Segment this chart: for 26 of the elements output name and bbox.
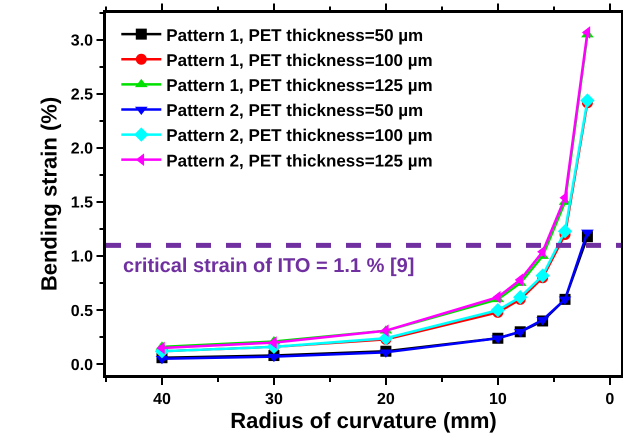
legend-label: Pattern 1, PET thickness=100 µm [166,50,433,70]
legend-label: Pattern 2, PET thickness=50 µm [166,101,424,120]
y-tick-label: 2.5 [70,86,94,104]
x-tick-label: 30 [265,390,283,408]
x-tick-label: 20 [376,390,395,408]
x-tick-label: 0 [605,390,614,408]
point [558,224,572,238]
y-tick-label: 2.0 [70,140,94,158]
legend-label: Pattern 2, PET thickness=125 µm [166,151,433,170]
y-tick-label: 1.5 [70,194,94,212]
y-tick-label: 3.0 [70,32,94,50]
point [580,93,595,108]
legend-label: Pattern 1, PET thickness=125 µm [166,76,433,95]
y-tick-label: 1.0 [70,248,94,266]
point [490,303,505,318]
y-tick-label: 0.0 [70,356,94,374]
legend-label: Pattern 1, PET thickness=50 µm [166,26,424,45]
x-tick-label: 40 [153,390,171,408]
point [535,268,550,283]
y-tick-label: 0.5 [70,302,94,320]
legend-label: Pattern 2, PET thickness=100 µm [166,126,433,146]
ref-line-label: critical strain of ITO = 1.1 % [9] [123,255,414,277]
y-axis-title: Bending strain (%) [36,96,62,292]
x-tick-label: 10 [488,390,507,408]
x-axis-title: Radius of curvature (mm) [230,408,497,433]
point [513,290,528,304]
